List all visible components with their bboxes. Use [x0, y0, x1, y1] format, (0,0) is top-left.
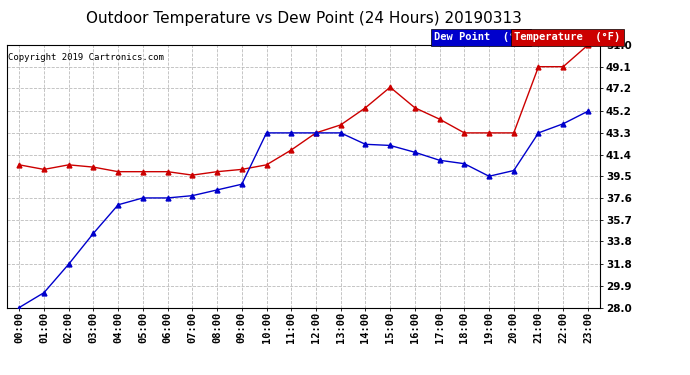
- Text: Outdoor Temperature vs Dew Point (24 Hours) 20190313: Outdoor Temperature vs Dew Point (24 Hou…: [86, 11, 522, 26]
- Text: Copyright 2019 Cartronics.com: Copyright 2019 Cartronics.com: [8, 53, 164, 62]
- Text: Temperature  (°F): Temperature (°F): [514, 32, 620, 42]
- Text: Dew Point  (°F): Dew Point (°F): [434, 32, 528, 42]
